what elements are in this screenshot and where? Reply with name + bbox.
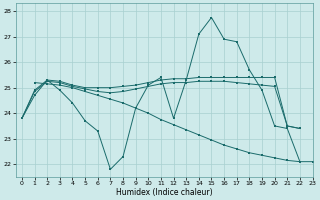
X-axis label: Humidex (Indice chaleur): Humidex (Indice chaleur) — [116, 188, 212, 197]
